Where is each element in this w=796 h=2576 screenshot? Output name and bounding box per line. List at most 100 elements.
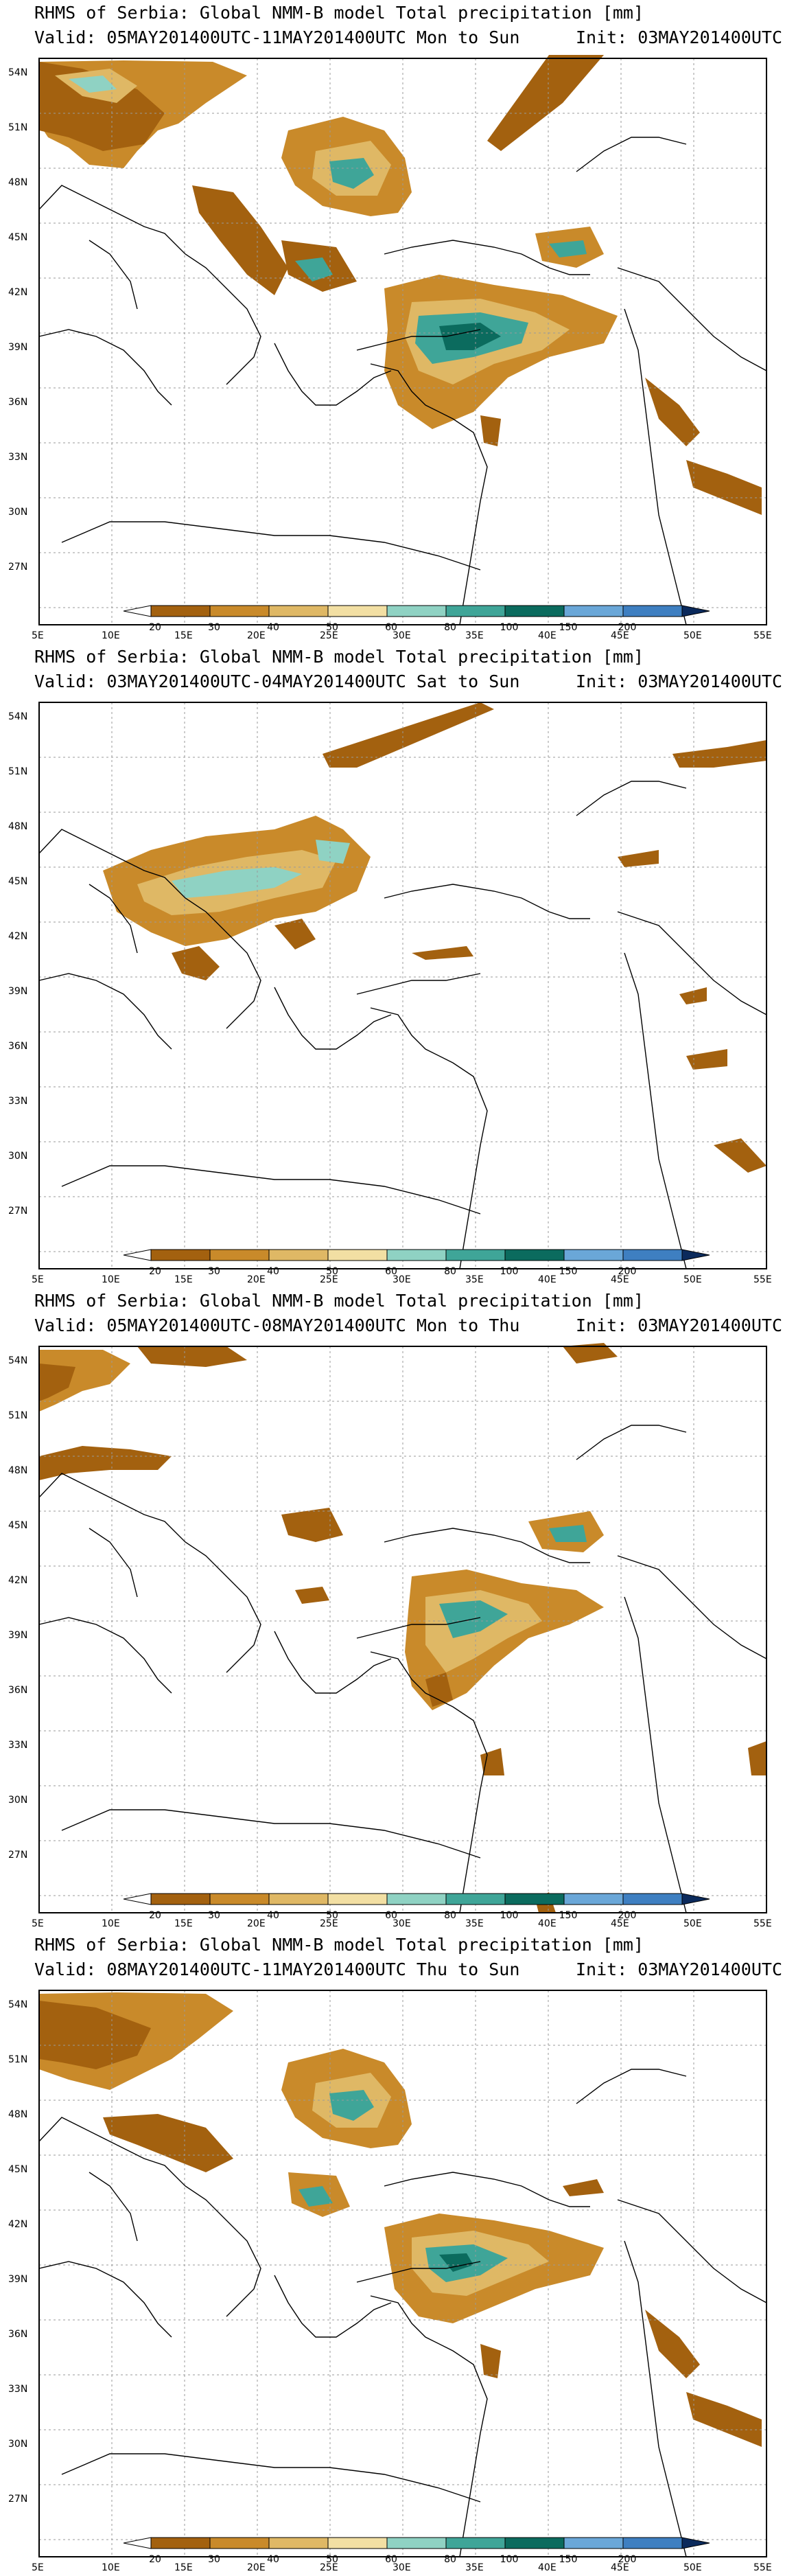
- colorbar-label: 30: [208, 1266, 220, 1277]
- precip-area: [686, 460, 762, 515]
- lon-label: 30E: [393, 1918, 411, 1929]
- colorbar-swatch: [563, 1893, 624, 1905]
- longitude-labels: 5E 10E 15E 20E 25E 30E 35E 40E 45E 50E 5…: [32, 630, 772, 641]
- colorbar-swatch: [504, 605, 565, 617]
- colorbar-swatch: [123, 2537, 152, 2549]
- precip-area: [192, 185, 288, 295]
- colorbar-swatch: [327, 1893, 388, 1905]
- lon-label: 15E: [174, 1918, 193, 1929]
- lon-label: 40E: [538, 2562, 557, 2573]
- map-panel-2: RHMS of Serbia: Global NMM-B model Total…: [0, 644, 796, 1288]
- colorbar-label: 30: [208, 622, 220, 633]
- precipitation-field: [103, 702, 766, 1173]
- colorbar-swatch: [622, 1249, 683, 1261]
- map-frame: [38, 1346, 767, 1913]
- lon-label: 50E: [683, 630, 702, 641]
- colorbar-label: 80: [444, 622, 456, 633]
- colorbar-labels: 20 30 40 50 60 80 100 150 200: [149, 1910, 636, 1921]
- precip-area: [137, 1346, 247, 1367]
- map-panel-4: RHMS of Serbia: Global NMM-B model Total…: [0, 1932, 796, 2576]
- lat-label: 36N: [8, 2329, 27, 2340]
- lat-label: 42N: [8, 2219, 27, 2230]
- panel-title: RHMS of Serbia: Global NMM-B model Total…: [34, 3, 644, 23]
- lon-label: 30E: [393, 2562, 411, 2573]
- lon-label: 45E: [611, 2562, 629, 2573]
- colorbar-label: 100: [500, 622, 519, 633]
- lon-label: 25E: [320, 1274, 338, 1285]
- lat-label: 27N: [8, 562, 27, 573]
- lat-label: 30N: [8, 2439, 27, 2450]
- lon-label: 5E: [32, 1274, 44, 1285]
- colorbar-swatch: [622, 2537, 683, 2549]
- init-time: Init: 03MAY201400UTC: [575, 1315, 782, 1335]
- latitude-labels: 54N 51N 48N 45N 42N 39N 36N 33N 30N 27N: [8, 1355, 27, 1861]
- colorbar-swatch: [386, 2537, 447, 2549]
- colorbar-label: 40: [267, 622, 279, 633]
- precip-area: [686, 2392, 762, 2447]
- colorbar-label: 200: [618, 622, 637, 633]
- precipitation-field: [39, 1992, 762, 2447]
- lat-label: 27N: [8, 1850, 27, 1861]
- precip-area: [39, 1364, 75, 1401]
- lon-label: 30E: [393, 1274, 411, 1285]
- map-panel-1: RHMS of Serbia: Global NMM-B model Total…: [0, 0, 796, 644]
- precip-area: [679, 987, 707, 1004]
- lon-label: 25E: [320, 630, 338, 641]
- coastlines: [38, 781, 767, 1269]
- lat-label: 48N: [8, 821, 27, 832]
- init-time: Init: 03MAY201400UTC: [575, 671, 782, 691]
- lon-label: 55E: [753, 1274, 772, 1285]
- colorbar-swatch: [150, 605, 211, 617]
- colorbar-label: 150: [559, 1910, 578, 1921]
- colorbar-label: 80: [444, 1266, 456, 1277]
- lon-label: 30E: [393, 630, 411, 641]
- precip-area: [323, 702, 494, 768]
- graticule: [39, 1346, 766, 1913]
- precip-area: [563, 2179, 604, 2196]
- lon-label: 50E: [683, 2562, 702, 2573]
- longitude-labels: 5E 10E 15E 20E 25E 30E 35E 40E 45E 50E 5…: [32, 1274, 772, 1285]
- colorbar-labels: 20 30 40 50 60 80 100 150 200: [149, 622, 636, 633]
- precipitation-map: 54N 51N 48N 45N 42N 39N 36N 33N 30N 27N …: [8, 1343, 772, 1929]
- lon-label: 15E: [174, 2562, 193, 2573]
- lat-label: 51N: [8, 1410, 27, 1421]
- colorbar-label: 100: [500, 1910, 519, 1921]
- colorbar-label: 20: [149, 622, 161, 633]
- colorbar-swatch: [504, 1249, 565, 1261]
- colorbar-swatch: [268, 605, 329, 617]
- colorbar-swatch: [327, 605, 388, 617]
- lon-label: 45E: [611, 630, 629, 641]
- lat-label: 30N: [8, 507, 27, 518]
- colorbar-label: 100: [500, 2554, 519, 2565]
- colorbar-label: 20: [149, 2554, 161, 2565]
- colorbar-swatch: [150, 2537, 211, 2549]
- precip-area: [714, 1138, 766, 1173]
- precip-area: [103, 2114, 233, 2172]
- lat-label: 48N: [8, 177, 27, 188]
- precip-area: [563, 1343, 618, 1364]
- lon-label: 45E: [611, 1918, 629, 1929]
- lat-label: 45N: [8, 1520, 27, 1531]
- colorbar-label: 60: [385, 1266, 397, 1277]
- colorbar-swatches: [123, 2537, 710, 2549]
- colorbar-label: 50: [326, 2554, 338, 2565]
- lon-label: 10E: [102, 630, 120, 641]
- lat-label: 33N: [8, 452, 27, 463]
- lon-label: 5E: [32, 630, 44, 641]
- colorbar-swatch: [563, 605, 624, 617]
- latitude-labels: 54N 51N 48N 45N 42N 39N 36N 33N 30N 27N: [8, 1999, 27, 2505]
- colorbar-swatches: [123, 1893, 710, 1905]
- longitude-labels: 5E 10E 15E 20E 25E 30E 35E 40E 45E 50E 5…: [32, 2562, 772, 2573]
- lon-label: 20E: [247, 1918, 266, 1929]
- colorbar-label: 150: [559, 1266, 578, 1277]
- colorbar: 20 30 40 50 60 80 100 150 200: [123, 2537, 710, 2565]
- lat-label: 45N: [8, 2164, 27, 2175]
- lat-label: 54N: [8, 1999, 27, 2010]
- lon-label: 25E: [320, 2562, 338, 2573]
- lat-label: 33N: [8, 1740, 27, 1751]
- lon-label: 35E: [465, 1918, 484, 1929]
- colorbar-label: 30: [208, 1910, 220, 1921]
- valid-period: Valid: 03MAY201400UTC-04MAY201400UTC Sat…: [34, 671, 520, 691]
- longitude-labels: 5E 10E 15E 20E 25E 30E 35E 40E 45E 50E 5…: [32, 1918, 772, 1929]
- init-time: Init: 03MAY201400UTC: [575, 27, 782, 47]
